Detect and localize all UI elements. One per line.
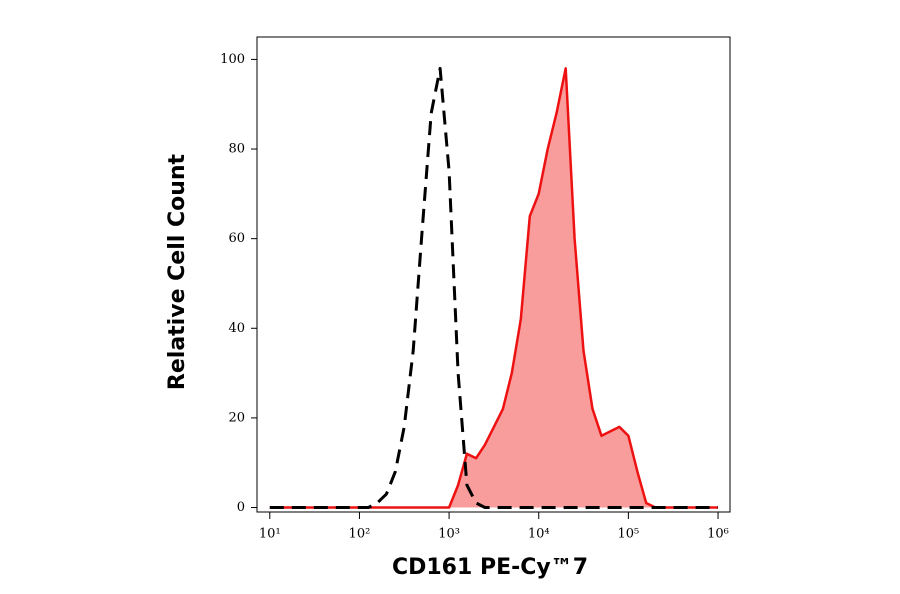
x-tick-label: 10⁵ (617, 527, 639, 542)
y-tick-label: 80 (228, 142, 245, 157)
x-tick-label: 10¹ (259, 527, 281, 542)
histogram-line (269, 66, 718, 509)
histogram-area (269, 68, 718, 508)
x-tick-label: 10² (349, 527, 371, 542)
plot-frame (256, 36, 731, 513)
x-tick-label: 10⁴ (528, 527, 550, 542)
y-tick-label: 100 (220, 52, 245, 67)
y-tick-label: 40 (228, 321, 245, 336)
y-tick-label: 0 (237, 500, 245, 515)
y-tick-label: 20 (228, 410, 245, 425)
y-tick-label: 60 (228, 231, 245, 246)
y-axis-title: Relative Cell Count (165, 153, 190, 390)
x-tick-label: 10⁶ (707, 527, 729, 542)
x-tick-label: 10³ (438, 527, 460, 542)
x-axis-title: CD161 PE-Cy™7 (392, 555, 588, 580)
